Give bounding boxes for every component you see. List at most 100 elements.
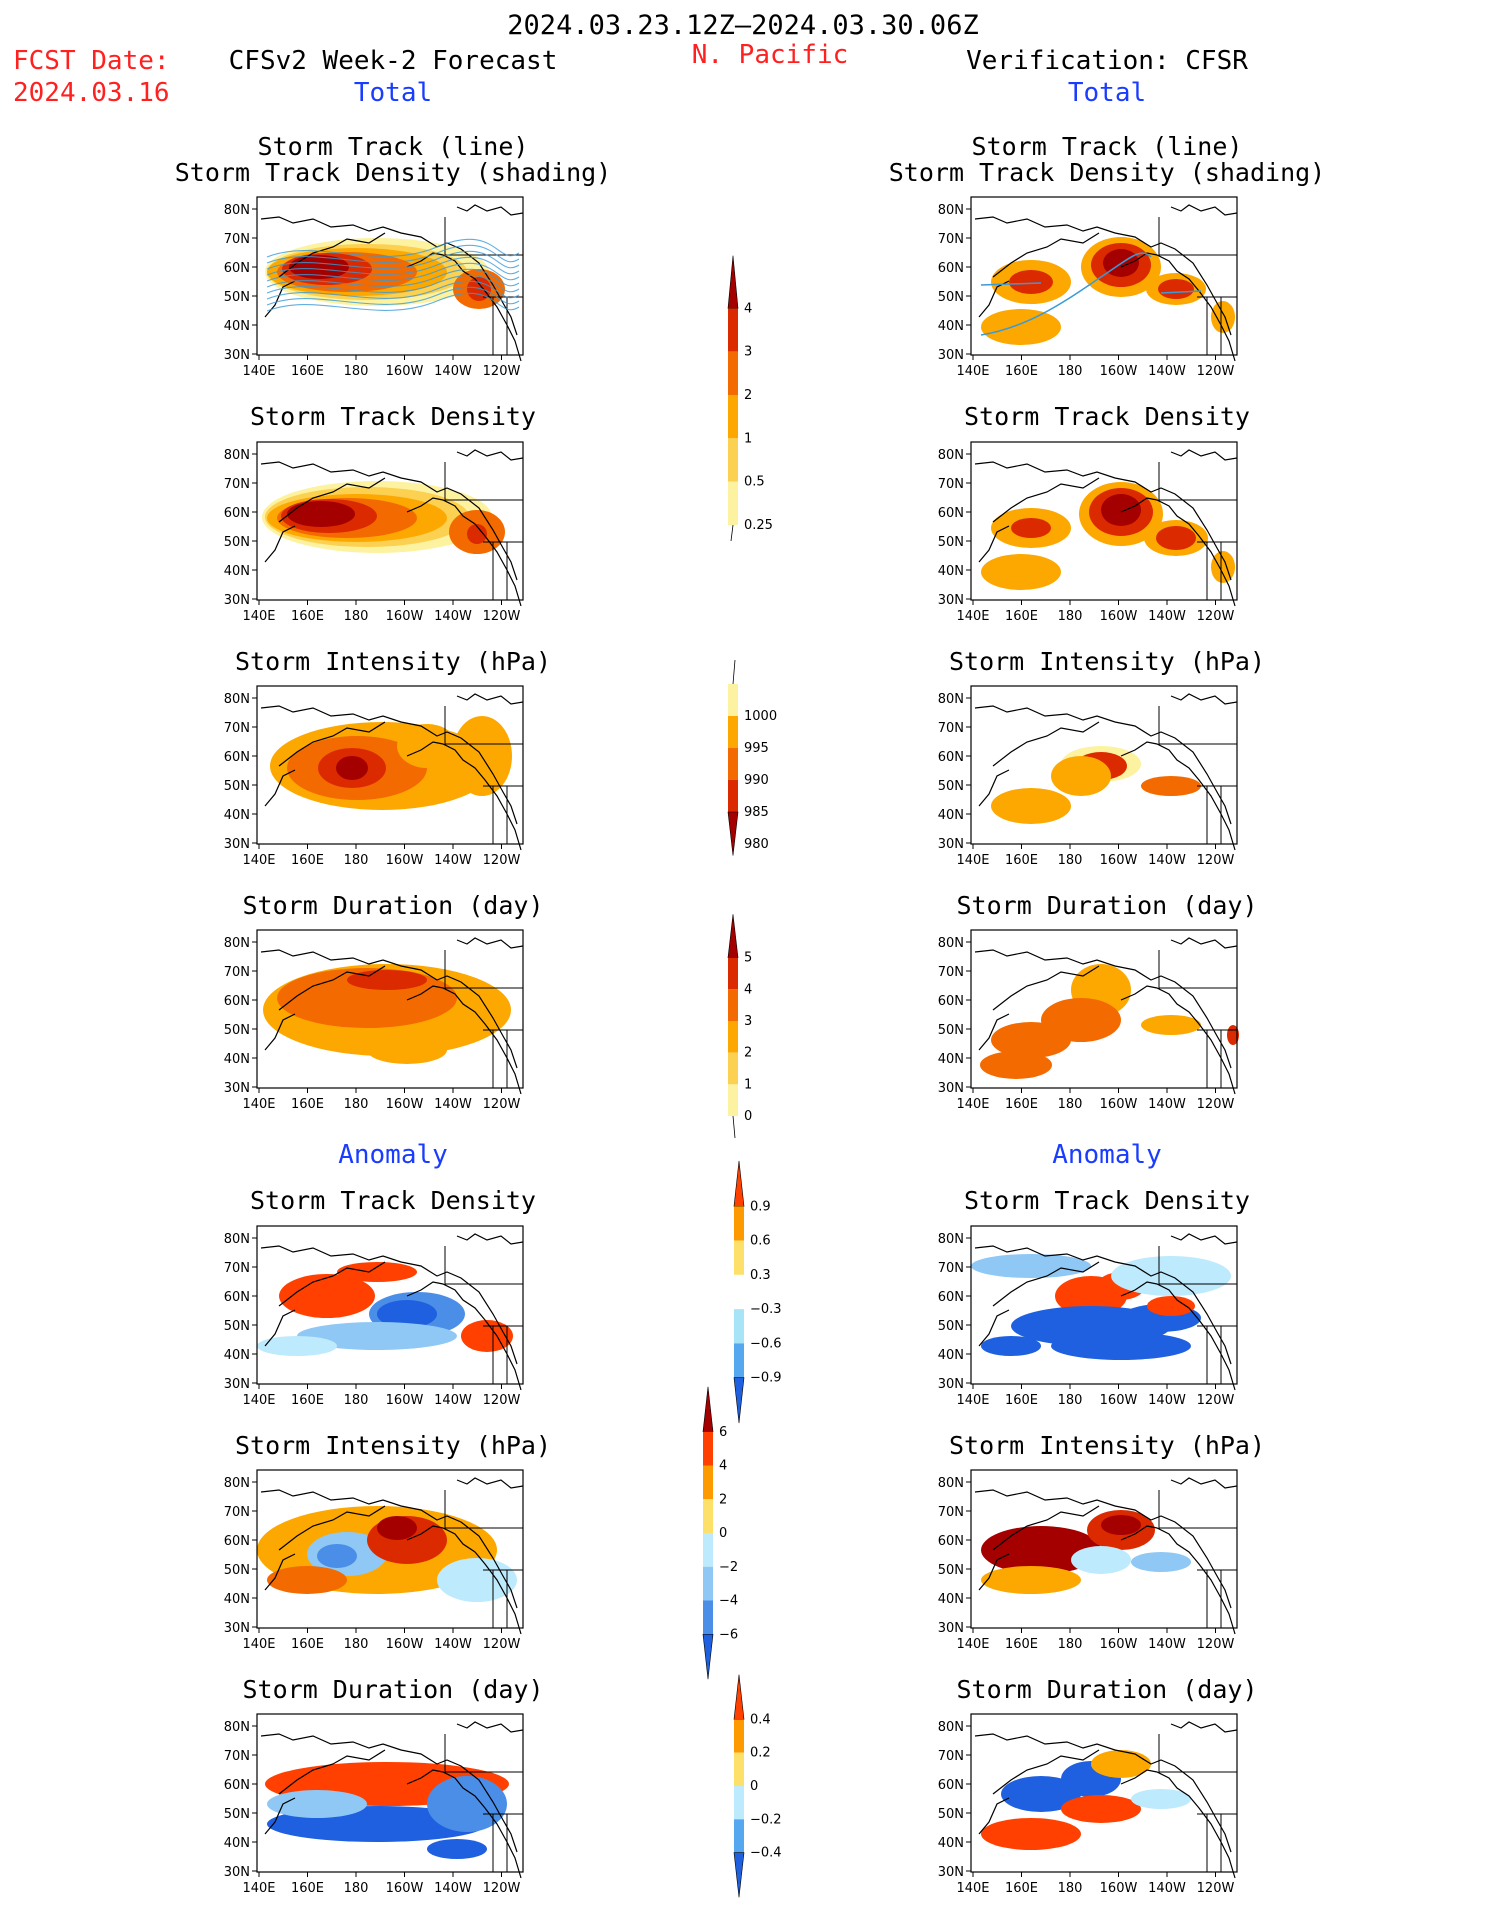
lat-label: 80N [938, 1720, 964, 1735]
colorbar-label: 0 [744, 1109, 752, 1124]
colorbar-label: −6 [719, 1627, 738, 1642]
lat-label: 80N [224, 1720, 250, 1735]
lon-label: 160W [386, 1881, 424, 1896]
lat-label: 50N [938, 1319, 964, 1334]
colorbar-label: 2 [719, 1492, 727, 1507]
border-line [1197, 541, 1237, 600]
border-line [444, 1734, 523, 1773]
colorbar-label: 0.6 [750, 1234, 771, 1249]
colorbar-anom_duration: 0.4 0.2 0 −0.2 −0.4 [733, 1674, 782, 1898]
lat-label: 70N [938, 1749, 964, 1764]
coastline [1170, 937, 1238, 949]
lat-label: 30N [938, 593, 964, 608]
shaded-region [981, 1526, 1101, 1574]
storm-track-line [266, 256, 520, 276]
lat-label: 70N [938, 965, 964, 980]
coastline [992, 232, 1100, 278]
coastline [260, 216, 518, 336]
colorbar-segment [703, 1533, 713, 1567]
shaded-region [981, 1336, 1041, 1356]
colorbar-label: 4 [744, 301, 752, 316]
colorbar-label: 990 [744, 773, 769, 788]
fcst-date: 2024.03.16 [13, 78, 170, 108]
panel-title-duration-left: Storm Duration (day) [242, 891, 544, 920]
lon-label: 120W [483, 1393, 521, 1408]
map-frame [256, 929, 524, 1089]
lat-label: 70N [224, 477, 250, 492]
shaded-region [1101, 1515, 1141, 1535]
coastline [406, 741, 522, 851]
coastline [264, 525, 296, 563]
lon-label: 140E [242, 853, 275, 868]
storm-track-line [266, 238, 520, 258]
coastline [978, 1797, 1010, 1835]
lat-label: 50N [224, 535, 250, 550]
map-frame [256, 1713, 524, 1873]
lon-label: 140W [1148, 1097, 1186, 1112]
map-frame [256, 441, 524, 601]
coastline [1120, 252, 1236, 362]
coastline [260, 1733, 518, 1853]
lat-label: 60N [224, 994, 250, 1009]
colorbar-segment [734, 1274, 744, 1310]
coastline [978, 525, 1010, 563]
lon-label: 180 [1058, 1637, 1083, 1652]
panel-title-anom-density-right: Storm Track Density [964, 1186, 1250, 1215]
storm-track-line [266, 280, 520, 300]
lon-label: 180 [344, 1393, 369, 1408]
colorbar-tip [733, 1852, 745, 1898]
coastline [1170, 204, 1238, 216]
lat-label: 80N [938, 1476, 964, 1491]
lon-label: 160E [291, 609, 324, 624]
lon-label: 160E [1005, 609, 1038, 624]
storm-track-line [266, 286, 520, 306]
lon-label: 140W [434, 853, 472, 868]
storm-track-line [980, 252, 1152, 336]
lon-label: 160W [1100, 609, 1138, 624]
coastline [406, 1281, 522, 1391]
border-line [483, 1325, 523, 1384]
panel-title-anom-duration-left: Storm Duration (day) [242, 1675, 544, 1704]
lon-label: 160E [1005, 1393, 1038, 1408]
right-column-title: Verification: CFSR [966, 46, 1248, 76]
lat-label: 60N [224, 1778, 250, 1793]
lon-label: 160E [1005, 1097, 1038, 1112]
lon-label: 120W [483, 1881, 521, 1896]
border-line [1197, 1569, 1237, 1628]
lat-label: 80N [224, 448, 250, 463]
coastline [974, 1733, 1232, 1853]
lat-label: 80N [224, 203, 250, 218]
border-line [1197, 785, 1237, 844]
lon-label: 140W [1148, 609, 1186, 624]
colorbar-segment [734, 1343, 744, 1378]
shaded-region [971, 1254, 1091, 1278]
border-line [1197, 1813, 1237, 1872]
shaded-region [1001, 1776, 1081, 1812]
shaded-region [1158, 279, 1194, 299]
lon-label: 160E [1005, 1881, 1038, 1896]
shaded-region [467, 524, 487, 544]
lon-label: 140E [956, 609, 989, 624]
lat-label: 30N [224, 1621, 250, 1636]
colorbar-label: −0.4 [750, 1846, 782, 1861]
lon-label: 140W [434, 1881, 472, 1896]
region-label: N. Pacific [691, 40, 849, 70]
shaded-region [981, 1818, 1081, 1850]
colorbar-label: −0.9 [750, 1371, 782, 1386]
lon-label: 180 [1058, 609, 1083, 624]
panel-title-track-left: Storm Track (line) [257, 132, 529, 161]
lat-label: 50N [224, 1319, 250, 1334]
coastline [978, 769, 1010, 807]
coastline [264, 769, 296, 807]
lat-label: 50N [938, 1023, 964, 1038]
coastline [264, 1013, 296, 1051]
coastline [278, 1261, 386, 1307]
lat-label: 30N [224, 348, 250, 363]
colorbar-label: 4 [719, 1459, 727, 1474]
lat-label: 30N [938, 837, 964, 852]
colorbar-segment [734, 1309, 744, 1344]
